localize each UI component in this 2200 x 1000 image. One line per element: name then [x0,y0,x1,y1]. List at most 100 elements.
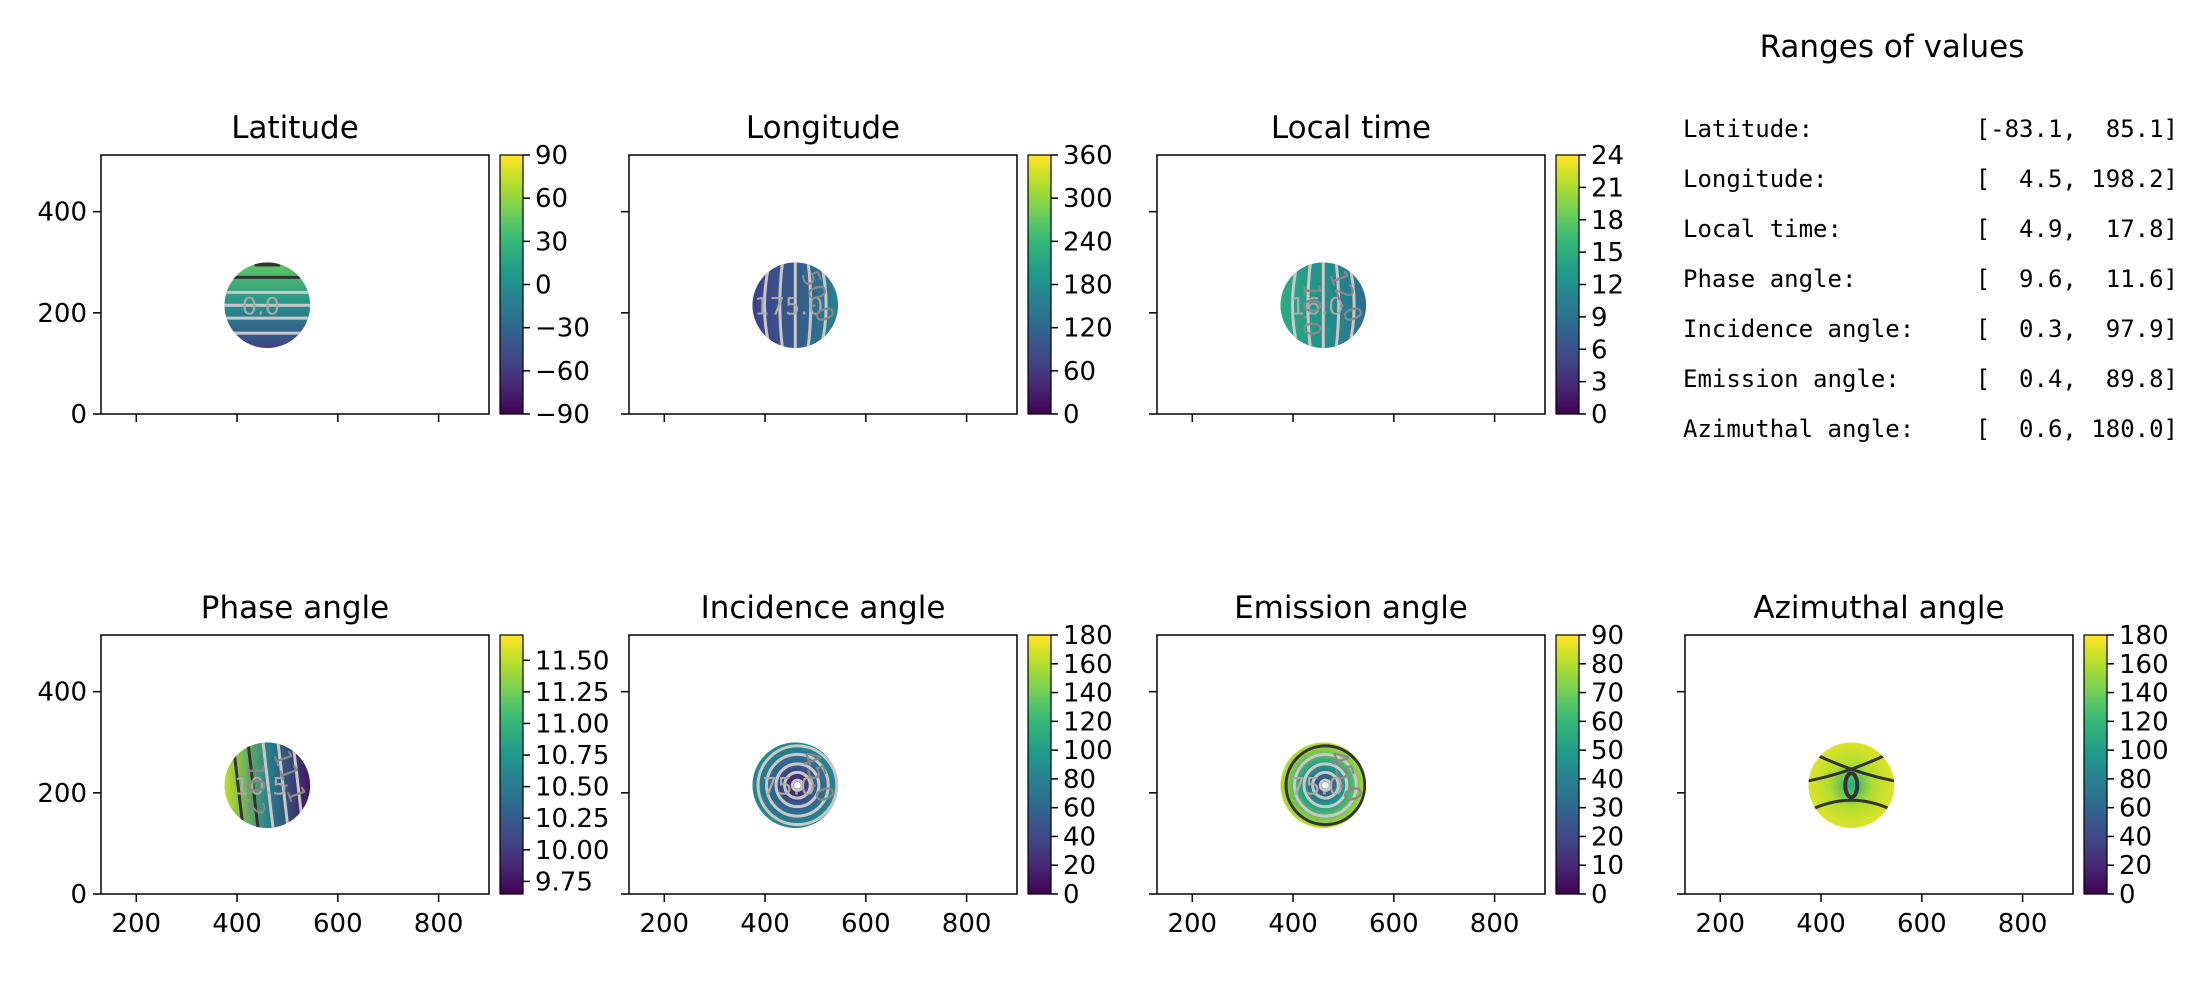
colorbar-tick-label: 360 [1063,141,1113,171]
x-tick-label: 800 [1998,909,2048,939]
contour-line [1284,744,1367,827]
colorbar-tick-label: 80 [2119,765,2152,795]
colorbar-tick-label: 18 [1591,206,1624,236]
colorbar-tick-label: −30 [535,314,590,344]
colorbar-tick-label: 0 [535,271,552,301]
plot-frame [100,154,490,415]
colorbar [499,634,524,895]
colorbar-tick-label: 120 [2119,707,2169,737]
plot-frame [1156,634,1546,895]
ranges-panel: Ranges of values Latitude: [-83.1, 85.1] Lo… [1683,29,2178,443]
colorbar-tick-label: 180 [2119,621,2169,651]
x-tick-label: 800 [1470,909,1520,939]
colorbar-tick-label: 100 [2119,736,2169,766]
colorbar-tick-label: 90 [535,141,568,171]
contour-line [1334,262,1341,349]
colorbar [1027,634,1052,895]
colorbar [2083,634,2108,895]
contour-label: 0.0 [242,292,280,320]
contour-label: 175.0 [755,292,824,320]
colorbar [1555,154,1580,415]
colorbar-tick-label: 9.75 [535,867,593,897]
ranges-title: Ranges of values [1760,29,2025,65]
colorbar-tick-label: 40 [1591,765,1624,795]
plot-frame [628,634,1018,895]
contour-label: 75.0 [1290,772,1343,800]
contour-line [276,742,290,829]
contour-lines [756,744,839,827]
x-tick-label: 600 [841,909,891,939]
colorbar-tick-label: 3 [1591,368,1608,398]
ranges-label: Emission angle: [1683,365,1900,393]
colorbar-tick-label: 160 [2119,650,2169,680]
colorbar-tick-label: 100 [1063,736,1113,766]
ranges-label: Phase angle: [1683,265,1856,293]
ranges-value: [ 4.9, 17.8] [1976,215,2178,243]
colorbar-tick-label: 60 [1063,794,1096,824]
panel-title: Phase angle [201,590,389,626]
colorbar-tick-label: 30 [1591,794,1624,824]
colorbar [1555,634,1580,895]
contour-lines [224,262,311,335]
colorbar-tick-label: 0 [1591,880,1608,910]
plot-frame [628,154,1018,415]
colorbar-tick-label: 50 [1591,736,1624,766]
colorbar-tick-label: 20 [1591,822,1624,852]
y-tick-label: 400 [37,198,87,228]
contour-center [794,781,801,789]
contour-label: 16.0 [1290,292,1343,320]
colorbar-tick-label: 80 [1063,765,1096,795]
colorbar-tick-label: 9 [1591,303,1608,333]
contour-line [1808,798,1895,813]
x-tick-label: 200 [111,909,161,939]
x-tick-label: 200 [1695,909,1745,939]
contour-center [1322,781,1329,789]
panel-title: Azimuthal angle [1753,590,2004,626]
disk [1808,742,1895,829]
colorbar [499,154,524,415]
panel-latitude: Latitude 0.0 0 200 400 90 60 30 0 −30 −60 −90 [37,110,590,430]
contour-line [246,742,260,829]
colorbar-tick-label: 0 [1063,880,1080,910]
ranges-value: [-83.1, 85.1] [1976,115,2178,143]
colorbar-tick-label: −60 [535,357,590,387]
colorbar-tick-label: 10 [1591,851,1624,881]
colorbar-tick-label: 120 [1063,707,1113,737]
colorbar-tick-label: 240 [1063,227,1113,257]
panel-title: Latitude [231,110,359,146]
x-tick-label: 400 [740,909,790,939]
contour-line [261,742,275,829]
contour-line [1306,262,1312,349]
ranges-label: Latitude: [1683,115,1813,143]
colorbar-tick-label: 21 [1591,173,1624,203]
plot-frame [100,634,490,895]
colorbar-tick-label: 90 [1591,621,1624,651]
panel-title: Longitude [746,110,900,146]
ranges-value: [ 4.5, 198.2] [1976,165,2178,193]
y-tick-label: 400 [37,678,87,708]
contour-line [783,770,812,800]
ranges-value: [ 0.6, 180.0] [1976,415,2178,443]
colorbar-tick-label: 160 [1063,650,1113,680]
x-tick-label: 400 [212,909,262,939]
colorbar-tick-label: 140 [2119,679,2169,709]
panel-title: Incidence angle [701,590,946,626]
x-tick-label: 200 [639,909,689,939]
contour-lines [1284,744,1367,827]
x-tick-label: 400 [1268,909,1318,939]
colorbar-tick-label: 0 [1591,400,1608,430]
colorbar-tick-label: 40 [2119,822,2152,852]
colorbar-tick-label: 30 [535,227,568,257]
x-tick-label: 600 [1369,909,1419,939]
x-tick-label: 800 [942,909,992,939]
ranges-label: Incidence angle: [1683,315,1914,343]
colorbar-tick-label: 120 [1063,314,1113,344]
colorbar-tick-label: 24 [1591,141,1624,171]
colorbar-tick-label: 60 [2119,794,2152,824]
x-tick-label: 600 [313,909,363,939]
